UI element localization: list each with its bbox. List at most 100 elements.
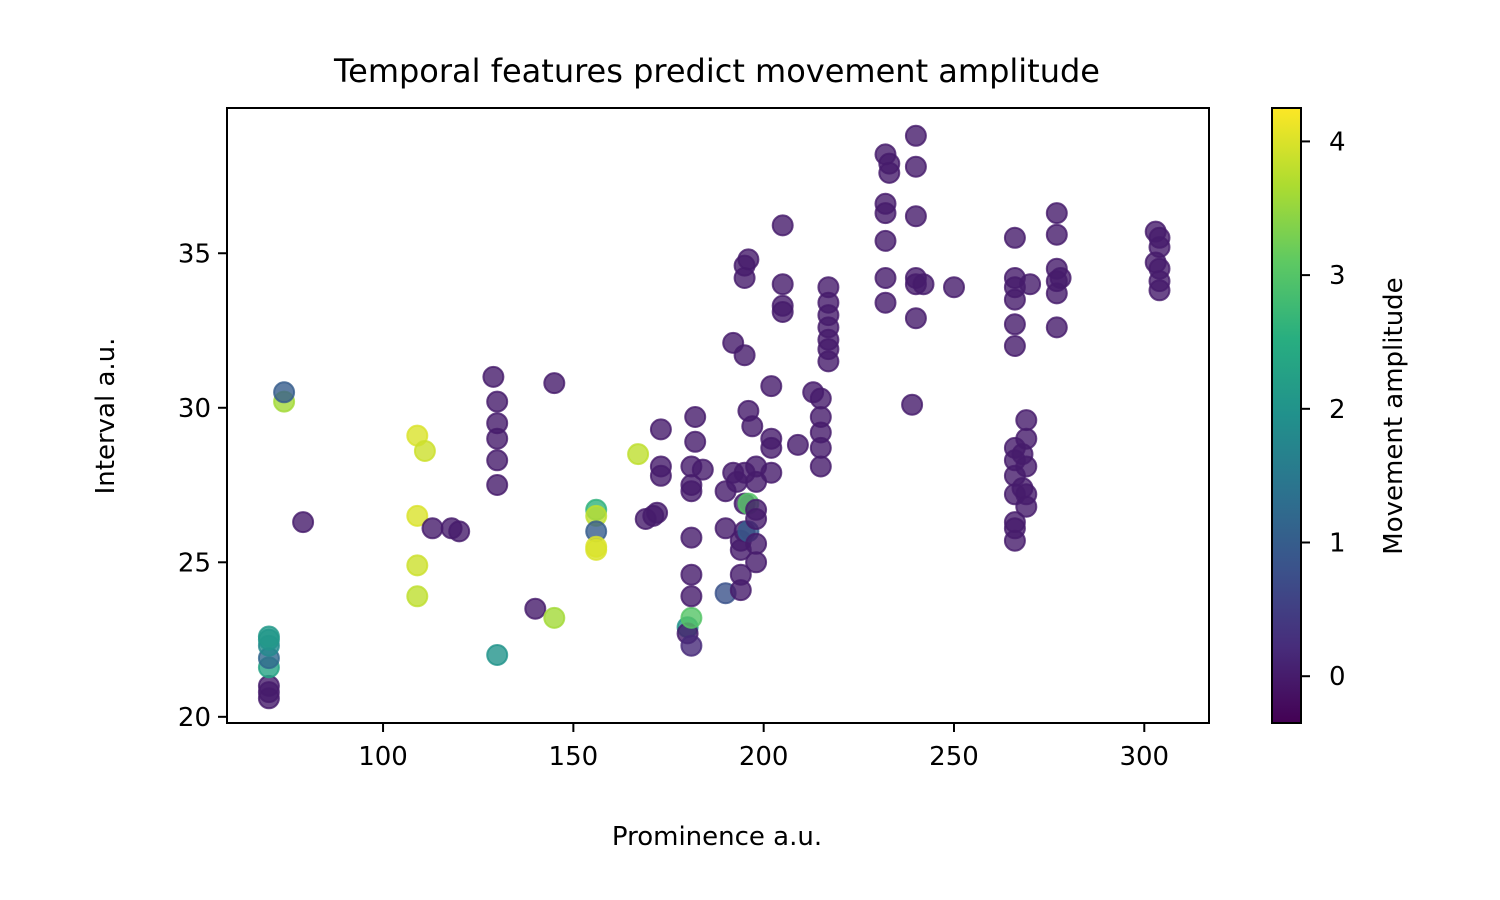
data-point-18 — [448, 520, 471, 543]
x-tick-label-300: 300 — [1119, 742, 1169, 772]
plot-frame — [226, 107, 1210, 724]
data-point-26 — [524, 597, 547, 620]
data-point-67 — [733, 344, 756, 367]
data-point-43 — [680, 634, 703, 657]
data-point-12 — [413, 440, 436, 462]
data-point-10 — [292, 511, 315, 534]
data-point-15 — [406, 585, 429, 608]
data-point-22 — [486, 427, 509, 450]
colorbar-tick-label-2: 2 — [1329, 395, 1346, 425]
y-axis-ticks: 20 25 30 35 — [178, 239, 227, 733]
data-point-123 — [1003, 288, 1026, 311]
data-point-9 — [273, 381, 296, 404]
data-point-83 — [760, 436, 783, 459]
colorbar-tick-label-3: 3 — [1329, 261, 1346, 291]
chart-title: Temporal features predict movement ampli… — [333, 52, 1100, 90]
data-point-142 — [1045, 223, 1068, 246]
x-tick-label-200: 200 — [739, 742, 789, 772]
data-point-81 — [760, 375, 783, 398]
colorbar-ticks: 0 1 2 3 4 — [1301, 127, 1346, 692]
data-point-89 — [786, 433, 809, 456]
data-point-111 — [901, 393, 924, 416]
data-point-28 — [543, 606, 566, 629]
data-point-61 — [729, 563, 752, 586]
data-point-51 — [684, 430, 707, 453]
data-point-13 — [406, 504, 429, 527]
data-point-114 — [904, 205, 927, 228]
data-point-34 — [627, 443, 650, 466]
data-point-108 — [874, 229, 897, 252]
data-point-141 — [1045, 202, 1068, 225]
data-point-112 — [904, 124, 927, 147]
x-axis-ticks: 100 150 200 250 300 — [358, 723, 1169, 772]
data-point-47 — [680, 526, 703, 549]
data-point-24 — [486, 474, 509, 496]
colorbar-tick-label-4: 4 — [1329, 127, 1346, 157]
data-point-7 — [257, 625, 280, 648]
data-point-19 — [482, 365, 505, 388]
y-tick-label-30: 30 — [178, 394, 211, 424]
y-tick-label-35: 35 — [178, 239, 211, 269]
data-point-14 — [406, 554, 429, 577]
data-point-40 — [649, 464, 672, 487]
data-point-105 — [878, 161, 901, 184]
data-point-80 — [745, 551, 768, 574]
data-point-137 — [1015, 455, 1038, 478]
data-point-107 — [874, 202, 897, 225]
data-point-109 — [874, 267, 897, 289]
data-point-113 — [904, 155, 927, 178]
colorbar-gradient — [1272, 108, 1301, 723]
x-axis-label: Prominence a.u. — [612, 822, 822, 852]
colorbar-tick-label-0: 0 — [1329, 662, 1346, 692]
data-point-2 — [257, 674, 280, 697]
data-point-88 — [771, 301, 794, 323]
data-point-25 — [486, 644, 509, 666]
data-point-37 — [646, 501, 669, 524]
x-tick-label-100: 100 — [358, 742, 408, 772]
data-point-95 — [809, 455, 832, 478]
data-point-120 — [1003, 226, 1026, 249]
x-tick-label-150: 150 — [549, 742, 599, 772]
data-point-79 — [745, 532, 768, 555]
y-tick-label-25: 25 — [178, 548, 211, 578]
data-point-139 — [1015, 495, 1038, 518]
data-points — [257, 124, 1171, 710]
colorbar: 0 1 2 3 4 Movement amplitude — [1271, 107, 1409, 724]
data-point-70 — [737, 248, 760, 271]
data-point-119 — [943, 276, 965, 299]
data-point-23 — [486, 449, 509, 472]
data-point-132 — [1003, 529, 1026, 552]
data-point-78 — [745, 508, 768, 530]
data-point-45 — [680, 585, 703, 608]
colorbar-frame — [1271, 107, 1302, 724]
data-point-44 — [680, 606, 703, 629]
data-point-85 — [771, 214, 794, 237]
data-point-74 — [741, 415, 764, 438]
x-tick-label-250: 250 — [929, 742, 979, 772]
data-point-84 — [760, 461, 783, 484]
data-point-147 — [1049, 267, 1072, 289]
data-point-53 — [691, 458, 714, 481]
data-point-136 — [1015, 427, 1038, 450]
data-point-38 — [649, 418, 672, 441]
colorbar-label: Movement amplitude — [1379, 277, 1409, 554]
data-point-154 — [1148, 279, 1171, 302]
data-point-125 — [1003, 335, 1026, 357]
data-point-46 — [680, 563, 703, 586]
data-point-140 — [1019, 273, 1042, 296]
data-point-27 — [543, 372, 566, 395]
colorbar-tick-label-1: 1 — [1329, 529, 1346, 559]
data-point-146 — [1045, 316, 1068, 339]
data-point-52 — [684, 406, 707, 428]
data-point-135 — [1015, 409, 1038, 432]
data-point-33 — [585, 538, 608, 561]
data-point-86 — [771, 273, 794, 296]
data-point-124 — [1003, 313, 1026, 336]
y-axis-label: Interval a.u. — [91, 338, 121, 495]
data-point-16 — [421, 517, 444, 540]
data-point-102 — [817, 350, 840, 373]
data-point-118 — [912, 273, 935, 296]
data-point-117 — [904, 307, 927, 330]
data-point-110 — [874, 291, 897, 314]
